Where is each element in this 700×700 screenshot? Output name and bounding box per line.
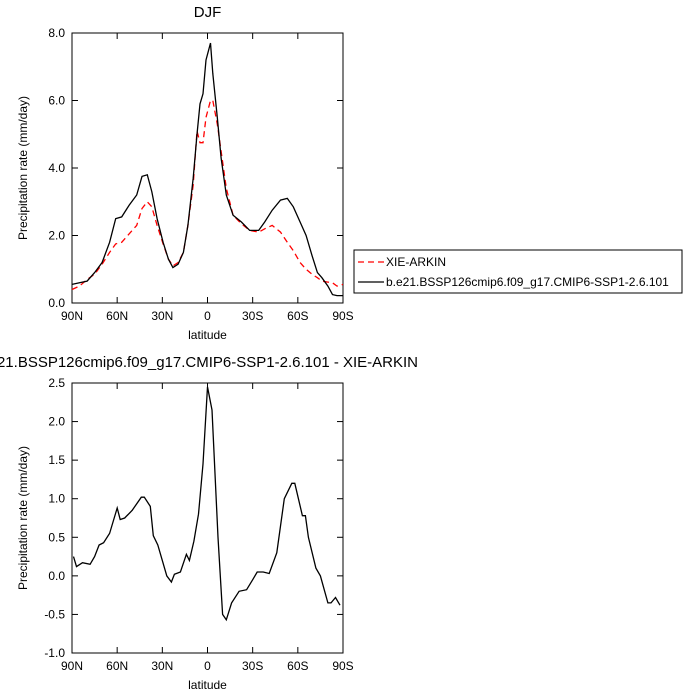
x-tick-label: 0 (204, 659, 211, 673)
y-tick-label: 6.0 (48, 94, 65, 108)
x-tick-label: 30S (242, 659, 263, 673)
legend-box (353, 249, 683, 294)
y-tick-label: 2.5 (48, 376, 65, 390)
x-tick-label: 60S (287, 309, 308, 323)
x-tick-label: 30N (151, 309, 173, 323)
y-tick-label: 2.0 (48, 229, 65, 243)
x-tick-label: 60N (106, 309, 128, 323)
data-line (71, 99, 344, 291)
x-tick-label: 90N (61, 309, 83, 323)
x-tick-label: 90S (332, 659, 353, 673)
legend-label: b.e21.BSSP126cmip6.f09_g17.CMIP6-SSP1-2.… (386, 275, 669, 289)
x-tick-label: 90S (332, 309, 353, 323)
y-tick-label: 1.0 (48, 492, 65, 506)
y-tick-label: 1.5 (48, 453, 65, 467)
x-tick-label: 30N (151, 659, 173, 673)
data-line (71, 42, 343, 297)
chart-title: 21.BSSP126cmip6.f09_g17.CMIP6-SSP1-2.6.1… (0, 354, 418, 371)
y-tick-label: 4.0 (48, 161, 65, 175)
x-tick-label: 60S (287, 659, 308, 673)
y-tick-label: 2.0 (48, 415, 65, 429)
y-axis-label: Precipitation rate (mm/day) (16, 96, 30, 240)
data-line (72, 386, 341, 622)
y-tick-label: -0.5 (44, 607, 65, 621)
y-tick-label: 8.0 (48, 26, 65, 40)
x-axis-label: latitude (188, 678, 227, 692)
y-tick-label: 0.0 (48, 569, 65, 583)
x-tick-label: 60N (106, 659, 128, 673)
plot-frame (71, 382, 344, 654)
x-tick-label: 90N (61, 659, 83, 673)
x-tick-label: 0 (204, 309, 211, 323)
chart-title: DJF (194, 4, 222, 21)
legend-label: XIE-ARKIN (386, 255, 446, 269)
y-tick-label: 0.0 (48, 296, 65, 310)
x-axis-label: latitude (188, 328, 227, 342)
x-tick-label: 30S (242, 309, 263, 323)
y-tick-label: 0.5 (48, 530, 65, 544)
y-tick-label: -1.0 (44, 646, 65, 660)
y-axis-label: Precipitation rate (mm/day) (16, 446, 30, 590)
plot-frame (71, 32, 344, 304)
